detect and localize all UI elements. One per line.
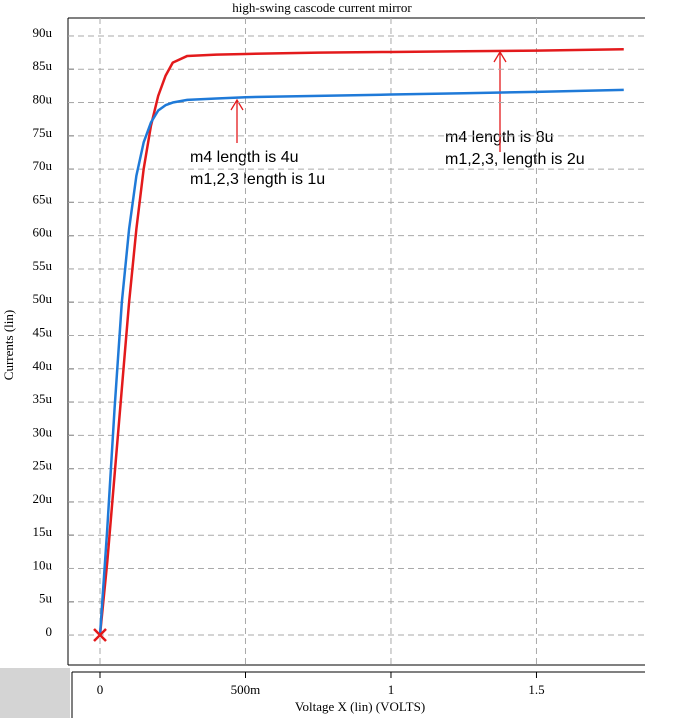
corner-box [0,668,70,718]
x-tick-label: 500m [231,682,261,697]
y-tick-label: 90u [33,25,53,40]
y-axis-label: Currents (lin) [1,310,16,380]
x-tick-label: 0 [97,682,104,697]
y-tick-label: 75u [33,125,53,140]
y-tick-label: 20u [33,491,53,506]
y-tick-label: 0 [46,624,53,639]
annotation: m4 length is 4u [190,149,299,166]
y-tick-label: 85u [33,58,53,73]
annotation: m4 length is 8u [445,129,554,146]
start-marker [93,628,107,642]
y-tick-label: 65u [33,191,53,206]
x-axis-label: Voltage X (lin) (VOLTS) [295,699,425,714]
annotation: m1,2,3, length is 2u [445,151,585,168]
series-line [98,88,624,636]
y-tick-label: 50u [33,291,53,306]
x-tick-label: 1 [388,682,395,697]
y-tick-label: 5u [39,591,53,606]
y-tick-label: 60u [33,225,53,240]
y-tick-label: 15u [33,524,53,539]
y-tick-label: 40u [33,358,53,373]
annotation: m1,2,3 length is 1u [190,171,325,188]
annotation-arrow [230,98,244,143]
y-tick-label: 35u [33,391,53,406]
y-tick-label: 45u [33,324,53,339]
x-tick-label: 1.5 [528,682,544,697]
series-line [98,48,624,636]
y-tick-label: 10u [33,557,53,572]
y-tick-label: 55u [33,258,53,273]
y-tick-label: 70u [33,158,53,173]
y-tick-label: 80u [33,92,53,107]
y-tick-label: 30u [33,424,53,439]
y-tick-label: 25u [33,458,53,473]
chart-title: high-swing cascode current mirror [232,0,412,15]
